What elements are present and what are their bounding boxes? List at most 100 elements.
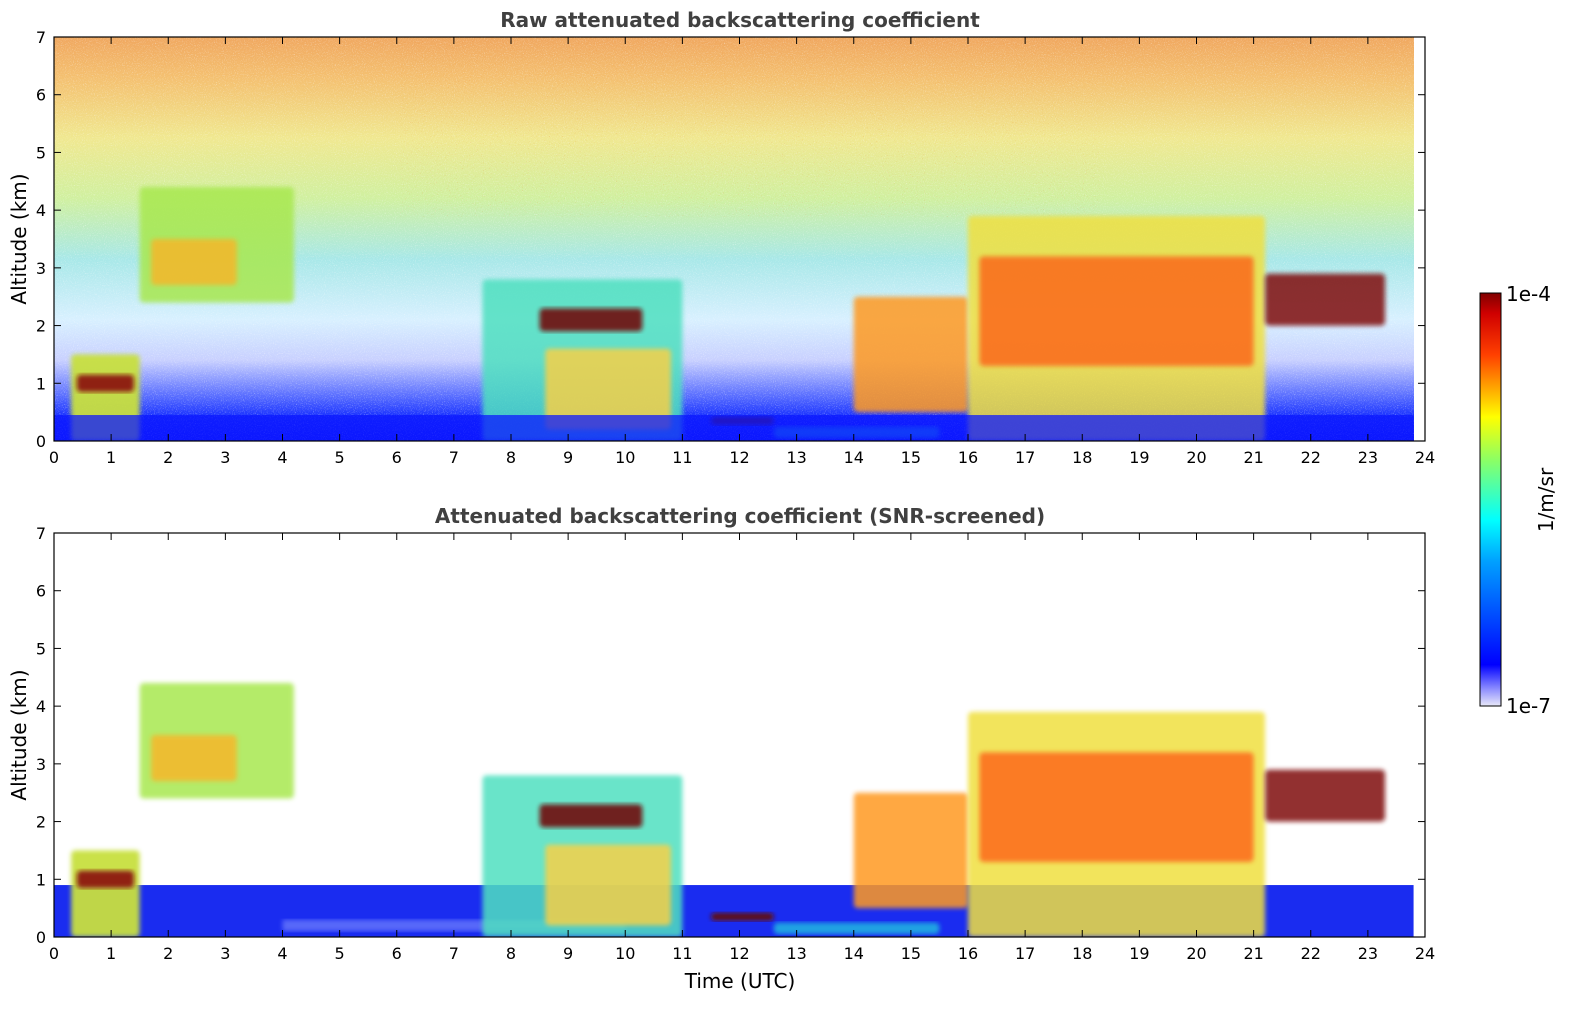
y-tick-label: 5 bbox=[36, 143, 46, 162]
boundary-layer-texture bbox=[282, 919, 626, 932]
x-tick-label: 21 bbox=[1243, 944, 1263, 963]
thin-cloud-21-23h bbox=[1265, 273, 1386, 326]
y-tick-label: 1 bbox=[36, 870, 46, 889]
y-tick-label: 6 bbox=[36, 86, 46, 105]
x-tick-label: 16 bbox=[958, 448, 978, 467]
x-tick-label: 13 bbox=[786, 944, 806, 963]
panel1-axes: 0 1 2 3 4 5 6 7 8 9 10 11 12 13 14 15 16 17 18 19 20 21 22 23 24… bbox=[36, 28, 1435, 467]
x-tick-label: 10 bbox=[615, 944, 635, 963]
cloud-low-0-1h bbox=[71, 850, 140, 937]
colorbar-unit-label: 1/m/sr bbox=[1534, 467, 1558, 532]
x-tick-label: 6 bbox=[392, 944, 402, 963]
thin-cloud-21-23h bbox=[1265, 769, 1386, 822]
x-tick-label: 10 bbox=[615, 448, 635, 467]
y-tick-label: 2 bbox=[36, 317, 46, 336]
boundary-layer-band bbox=[54, 415, 1414, 441]
y-tick-label: 3 bbox=[36, 259, 46, 278]
x-tick-label: 18 bbox=[1072, 944, 1092, 963]
mid-cloud-14-16h bbox=[853, 296, 968, 413]
cirrus-core bbox=[151, 239, 237, 286]
deep-cloud-core bbox=[979, 752, 1254, 862]
y-tick-label: 0 bbox=[36, 432, 46, 451]
x-tick-label: 23 bbox=[1358, 944, 1378, 963]
x-tick-label: 2 bbox=[163, 448, 173, 467]
thin-dark-layer bbox=[539, 308, 643, 332]
x-tick-label: 5 bbox=[335, 448, 345, 467]
x-tick-label: 4 bbox=[277, 448, 287, 467]
x-tick-label: 5 bbox=[335, 944, 345, 963]
colorbar-min-label: 1e-7 bbox=[1506, 694, 1551, 718]
x-tick-label: 23 bbox=[1358, 448, 1378, 467]
x-tick-label: 24 bbox=[1415, 448, 1435, 467]
x-tick-label: 20 bbox=[1186, 944, 1206, 963]
low-stratus-12h bbox=[710, 912, 774, 921]
y-tick-label: 6 bbox=[36, 582, 46, 601]
x-tick-label: 22 bbox=[1301, 448, 1321, 467]
cloud-low-core bbox=[76, 870, 134, 888]
x-tick-label: 11 bbox=[672, 448, 692, 467]
x-tick-label: 16 bbox=[958, 944, 978, 963]
y-tick-label: 4 bbox=[36, 697, 46, 716]
x-tick-label: 7 bbox=[449, 944, 459, 963]
deep-cloud-core bbox=[979, 256, 1254, 366]
panel1-title: Raw attenuated backscattering coefficien… bbox=[500, 8, 980, 32]
y-tick-label: 3 bbox=[36, 755, 46, 774]
x-tick-label: 4 bbox=[277, 944, 287, 963]
mid-cloud-14-16h bbox=[853, 792, 968, 909]
x-tick-label: 8 bbox=[506, 944, 516, 963]
x-tick-label: 0 bbox=[49, 448, 59, 467]
x-tick-label: 9 bbox=[563, 448, 573, 467]
x-tick-label: 14 bbox=[844, 448, 864, 467]
x-tick-label: 18 bbox=[1072, 448, 1092, 467]
panel1-ylabel: Altitude (km) bbox=[7, 173, 31, 304]
x-tick-label: 22 bbox=[1301, 944, 1321, 963]
x-tick-label: 17 bbox=[1015, 448, 1035, 467]
x-tick-label: 19 bbox=[1129, 944, 1149, 963]
aerosol-core bbox=[545, 348, 671, 430]
x-tick-label: 3 bbox=[220, 944, 230, 963]
x-tick-label: 6 bbox=[392, 448, 402, 467]
x-tick-label: 7 bbox=[449, 448, 459, 467]
x-tick-label: 1 bbox=[106, 944, 116, 963]
x-tick-label: 1 bbox=[106, 448, 116, 467]
x-tick-label: 14 bbox=[844, 944, 864, 963]
x-tick-label: 17 bbox=[1015, 944, 1035, 963]
x-tick-label: 12 bbox=[729, 944, 749, 963]
x-tick-label: 8 bbox=[506, 448, 516, 467]
x-tick-label: 21 bbox=[1243, 448, 1263, 467]
x-tick-label: 15 bbox=[901, 448, 921, 467]
panel1-plot-area bbox=[54, 37, 1425, 441]
y-tick-label: 4 bbox=[36, 201, 46, 220]
panel2-ylabel: Altitude (km) bbox=[7, 669, 31, 800]
panel2-features bbox=[54, 683, 1414, 937]
x-tick-label: 11 bbox=[672, 944, 692, 963]
y-tick-label: 0 bbox=[36, 928, 46, 947]
aerosol-core bbox=[545, 844, 671, 926]
panel1-features bbox=[54, 187, 1414, 441]
x-tick-label: 12 bbox=[729, 448, 749, 467]
x-tick-label: 24 bbox=[1415, 944, 1435, 963]
colorbar-max-label: 1e-4 bbox=[1506, 282, 1551, 306]
colorbar: 1e-4 1e-7 1/m/sr bbox=[1479, 282, 1558, 718]
snr-screened-panel: Attenuated backscattering coefficient (S… bbox=[7, 504, 1435, 993]
x-tick-label: 19 bbox=[1129, 448, 1149, 467]
x-tick-label: 20 bbox=[1186, 448, 1206, 467]
panel2-xlabel: Time (UTC) bbox=[684, 969, 796, 993]
cirrus-core bbox=[151, 735, 237, 782]
y-tick-label: 5 bbox=[36, 639, 46, 658]
x-tick-label: 9 bbox=[563, 944, 573, 963]
panel2-title: Attenuated backscattering coefficient (S… bbox=[435, 504, 1045, 528]
shallow-layer bbox=[773, 922, 940, 935]
x-tick-label: 13 bbox=[786, 448, 806, 467]
y-tick-label: 1 bbox=[36, 374, 46, 393]
x-tick-label: 15 bbox=[901, 944, 921, 963]
x-tick-label: 2 bbox=[163, 944, 173, 963]
panel2-plot-area bbox=[54, 533, 1425, 937]
y-tick-label: 2 bbox=[36, 813, 46, 832]
raw-backscatter-panel: Raw attenuated backscattering coefficien… bbox=[7, 8, 1435, 467]
colorbar-gradient bbox=[1479, 292, 1502, 707]
cloud-low-core bbox=[76, 374, 134, 392]
x-tick-label: 3 bbox=[220, 448, 230, 467]
x-tick-label: 0 bbox=[49, 944, 59, 963]
